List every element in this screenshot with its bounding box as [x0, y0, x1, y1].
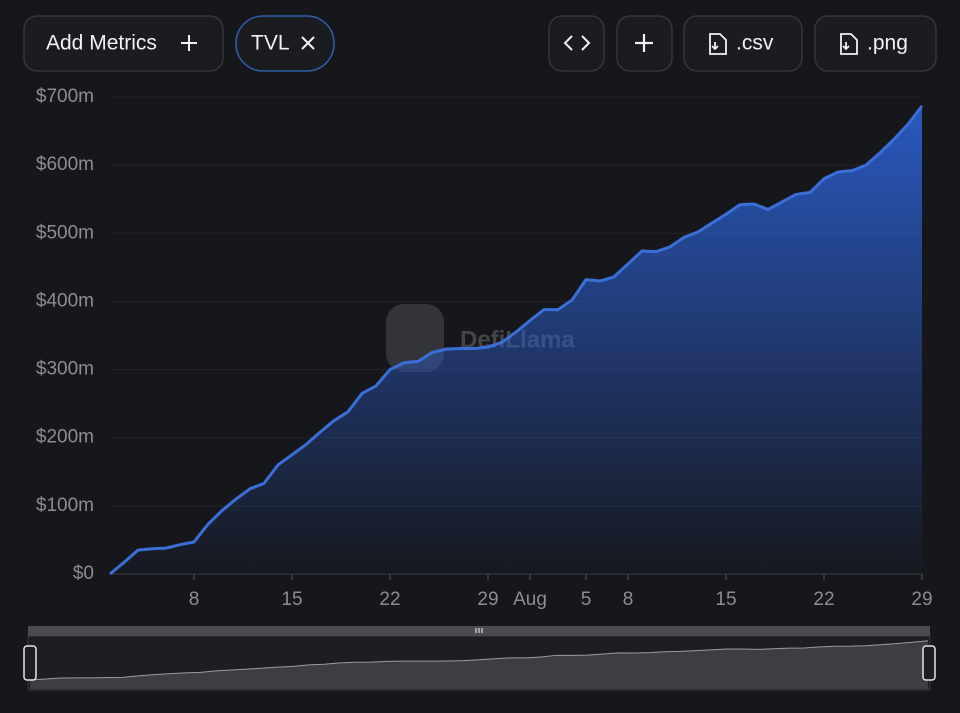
- x-tick-label: 29: [477, 589, 498, 610]
- y-tick-label: $200m: [36, 427, 94, 448]
- add-button[interactable]: [616, 15, 673, 72]
- y-tick-label: $500m: [36, 222, 94, 243]
- y-tick-label: $300m: [36, 359, 94, 380]
- button-label: .csv: [736, 32, 774, 55]
- button-label: Add Metrics: [46, 32, 157, 55]
- x-tick-label: 15: [715, 589, 736, 610]
- add-metrics-button[interactable]: Add Metrics: [23, 15, 224, 72]
- y-tick-label: $600m: [36, 154, 94, 175]
- metric-chip[interactable]: TVL: [235, 15, 335, 72]
- x-tick-label: 15: [281, 589, 302, 610]
- line: [109, 104, 924, 576]
- x-tick-label: 22: [379, 589, 400, 610]
- embed-button[interactable]: [548, 15, 605, 72]
- y-tick-label: $400m: [36, 290, 94, 311]
- plot: $0 $100m $200m $300m $400m $500m $600m $700m 8 15…: [36, 86, 933, 610]
- navigator-area: [30, 640, 928, 689]
- y-tick-label: $100m: [36, 495, 94, 516]
- x-tick-label: 29: [911, 589, 932, 610]
- y-tick-label: $700m: [36, 86, 94, 107]
- x-tick-label: 5: [581, 589, 592, 610]
- csv-button[interactable]: .csv: [683, 15, 803, 72]
- navigator-line: [29, 640, 929, 681]
- range-navigator[interactable]: [23, 626, 936, 691]
- x-tick-label: 8: [189, 589, 200, 610]
- area: [110, 105, 922, 574]
- x-tick-label: 8: [623, 589, 634, 610]
- x-tick-label: 22: [813, 589, 834, 610]
- button-label: .png: [867, 32, 908, 55]
- y-tick-label: $0: [73, 563, 94, 584]
- navigator-handle[interactable]: [23, 645, 37, 681]
- navigator-handle[interactable]: [922, 645, 936, 681]
- chip-label: TVL: [251, 32, 290, 55]
- png-button[interactable]: .png: [814, 15, 937, 72]
- x-tick-label: Aug: [513, 589, 547, 610]
